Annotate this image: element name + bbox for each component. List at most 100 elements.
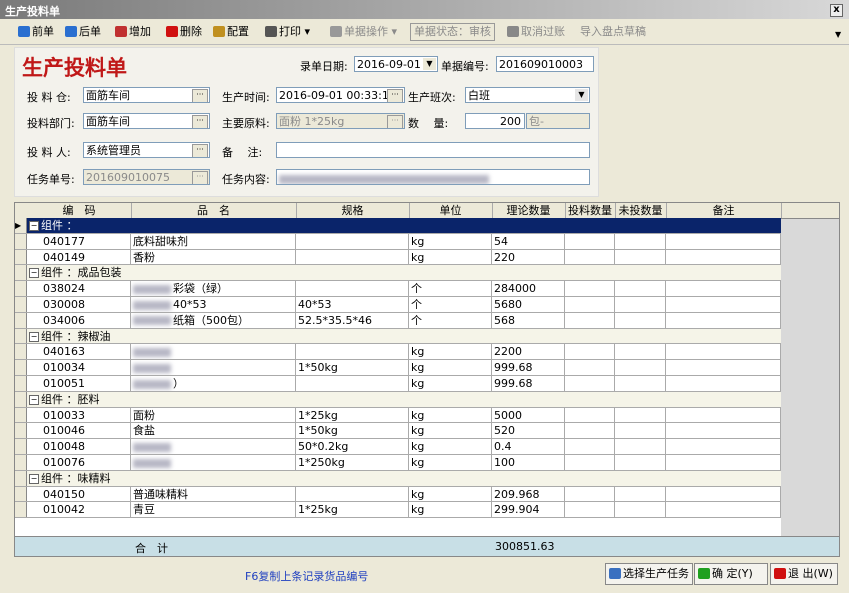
blurred-text — [133, 347, 171, 357]
toolbar-button[interactable]: 打印 ▾ — [265, 23, 310, 41]
qty: 520 — [494, 424, 515, 438]
select[interactable]: 白班 ▼ — [465, 87, 590, 103]
grid-row[interactable]: 040163 kg 2200 — [15, 344, 781, 361]
cell — [131, 439, 296, 454]
column-header[interactable]: 备注 — [666, 203, 782, 218]
value: 白班 — [468, 89, 490, 102]
qty: 999.68 — [494, 361, 533, 375]
toolbar-button[interactable]: 删除 — [166, 23, 202, 41]
tree-toggle[interactable]: − — [29, 473, 39, 484]
toolbar-more[interactable]: ▼ — [835, 30, 842, 39]
grid-row[interactable]: 040149 香粉 kg 220 — [15, 249, 781, 266]
grid-row[interactable]: 040177 底料甜味剂 kg 54 — [15, 233, 781, 250]
column-header[interactable]: 编 码 — [27, 203, 132, 218]
grid-row[interactable]: 010076 1*250kg kg 100 — [15, 455, 781, 471]
cell: 纸箱（500包） — [131, 312, 296, 328]
tree-toggle[interactable]: − — [29, 268, 39, 279]
toolbar-button[interactable]: 导入盘点草稿 — [580, 23, 646, 41]
input[interactable]: 面筋车间 ··· — [83, 113, 210, 129]
tree-toggle[interactable]: − — [29, 221, 39, 231]
grid-row[interactable]: 010048 50*0.2kg kg 0.4 — [15, 439, 781, 455]
hint: F6复制上条记录货品编号 — [245, 570, 369, 583]
grid-row[interactable]: 010046 食盐 1*50kg kg 520 — [15, 423, 781, 440]
dropdown: ▾ — [388, 25, 398, 38]
label: 任务单号: — [27, 173, 75, 186]
column-header[interactable]: 规格 — [296, 203, 410, 218]
grid-row[interactable]: 030008 40*53 40*53 个 5680 — [15, 297, 781, 313]
name: 40*53 — [173, 298, 207, 311]
toolbar-button[interactable]: 单据操作 ▾ — [330, 23, 397, 41]
input[interactable]: 2016-09-01 00:33:17 ··· — [276, 87, 405, 103]
cell: kg — [409, 486, 492, 502]
tree-toggle[interactable]: − — [29, 394, 39, 405]
column-header[interactable]: 投料数量 — [565, 203, 616, 218]
browse[interactable]: ··· — [192, 115, 208, 128]
input[interactable]: 面筋车间 ··· — [83, 87, 210, 103]
column-header[interactable]: 单位 — [409, 203, 493, 218]
cell — [131, 360, 296, 375]
toolbar-button[interactable]: 后单 — [65, 23, 101, 41]
qty: 299.904 — [494, 503, 540, 517]
code: 038024 — [43, 282, 85, 296]
input[interactable]: 201609010003 — [496, 56, 594, 72]
button[interactable]: 选择生产任务 — [605, 563, 693, 585]
grid-row[interactable]: − 组件 ：辣椒油 — [15, 328, 781, 345]
grid-row[interactable]: 038024 彩袋（绿） 个 284000 — [15, 281, 781, 297]
row-indicator — [15, 486, 27, 502]
grid-row[interactable]: 010033 面粉 1*25kg kg 5000 — [15, 407, 781, 424]
column-header[interactable]: 理论数量 — [492, 203, 566, 218]
toolbar-button[interactable]: 增加 — [115, 23, 151, 41]
grid-row[interactable]: − 组件 ：味精料 — [15, 470, 781, 487]
cell — [615, 486, 666, 502]
unit: kg — [411, 377, 425, 390]
input[interactable] — [276, 142, 590, 158]
grid-row[interactable]: 040150 普通味精料 kg 209.968 — [15, 486, 781, 503]
browse[interactable]: ··· — [192, 144, 208, 157]
column-header[interactable]: 品 名 — [131, 203, 297, 218]
cell: 食盐 — [131, 423, 296, 439]
column-header[interactable]: 未投数量 — [615, 203, 667, 218]
grid-row[interactable]: − 组件 ：成品包装 — [15, 265, 781, 282]
icon — [698, 568, 710, 579]
browse[interactable]: ··· — [387, 89, 403, 102]
close-button[interactable]: x — [830, 4, 843, 17]
name: 彩袋（绿） — [173, 282, 228, 296]
name: 底料甜味剂 — [133, 234, 188, 248]
cell: 030008 — [27, 297, 131, 312]
toolbar-button[interactable]: 前单 — [18, 23, 54, 41]
cell — [666, 407, 781, 423]
grid-row[interactable]: − 组件 ：胚料 — [15, 391, 781, 408]
button[interactable]: 退 出(W) — [770, 563, 838, 585]
label: 删除 — [180, 25, 202, 38]
input[interactable]: 系统管理员 ··· — [83, 142, 210, 158]
unit: kg — [411, 487, 425, 501]
code: 034006 — [43, 313, 85, 327]
row-indicator — [15, 265, 27, 281]
row-indicator — [15, 391, 27, 407]
cell: 520 — [492, 423, 565, 439]
cell: 010051 — [27, 376, 131, 391]
row-indicator — [15, 470, 27, 486]
date-select[interactable]: 2016-09-01 0 ▼ — [354, 56, 438, 72]
cell — [296, 486, 409, 502]
toolbar-button[interactable]: 取消过账 — [507, 23, 565, 41]
browse[interactable]: ··· — [192, 89, 208, 102]
row-indicator — [15, 233, 27, 249]
row-indicator — [15, 439, 27, 454]
grid-row[interactable]: 010051 ） kg 999.68 — [15, 376, 781, 392]
name: 青豆 — [133, 503, 155, 517]
grid-row[interactable]: 034006 纸箱（500包） 52.5*35.5*46 个 568 — [15, 312, 781, 329]
cell — [615, 249, 666, 265]
cell: 40*53 — [131, 297, 296, 312]
button[interactable]: 确 定(Y) — [694, 563, 768, 585]
grid-row[interactable]: ▶ − 组件 ： — [15, 218, 781, 234]
toolbar-button[interactable]: 单据状态：审核 — [410, 23, 495, 41]
input[interactable]: 200 — [465, 113, 525, 129]
code: 040163 — [43, 345, 85, 359]
toolbar-button[interactable]: 配置 — [213, 23, 249, 41]
cell — [296, 344, 409, 360]
qty: 0.4 — [494, 440, 512, 454]
grid-row[interactable]: 010042 青豆 1*25kg kg 299.904 — [15, 502, 781, 519]
tree-toggle[interactable]: − — [29, 331, 39, 342]
grid-row[interactable]: 010034 1*50kg kg 999.68 — [15, 360, 781, 376]
